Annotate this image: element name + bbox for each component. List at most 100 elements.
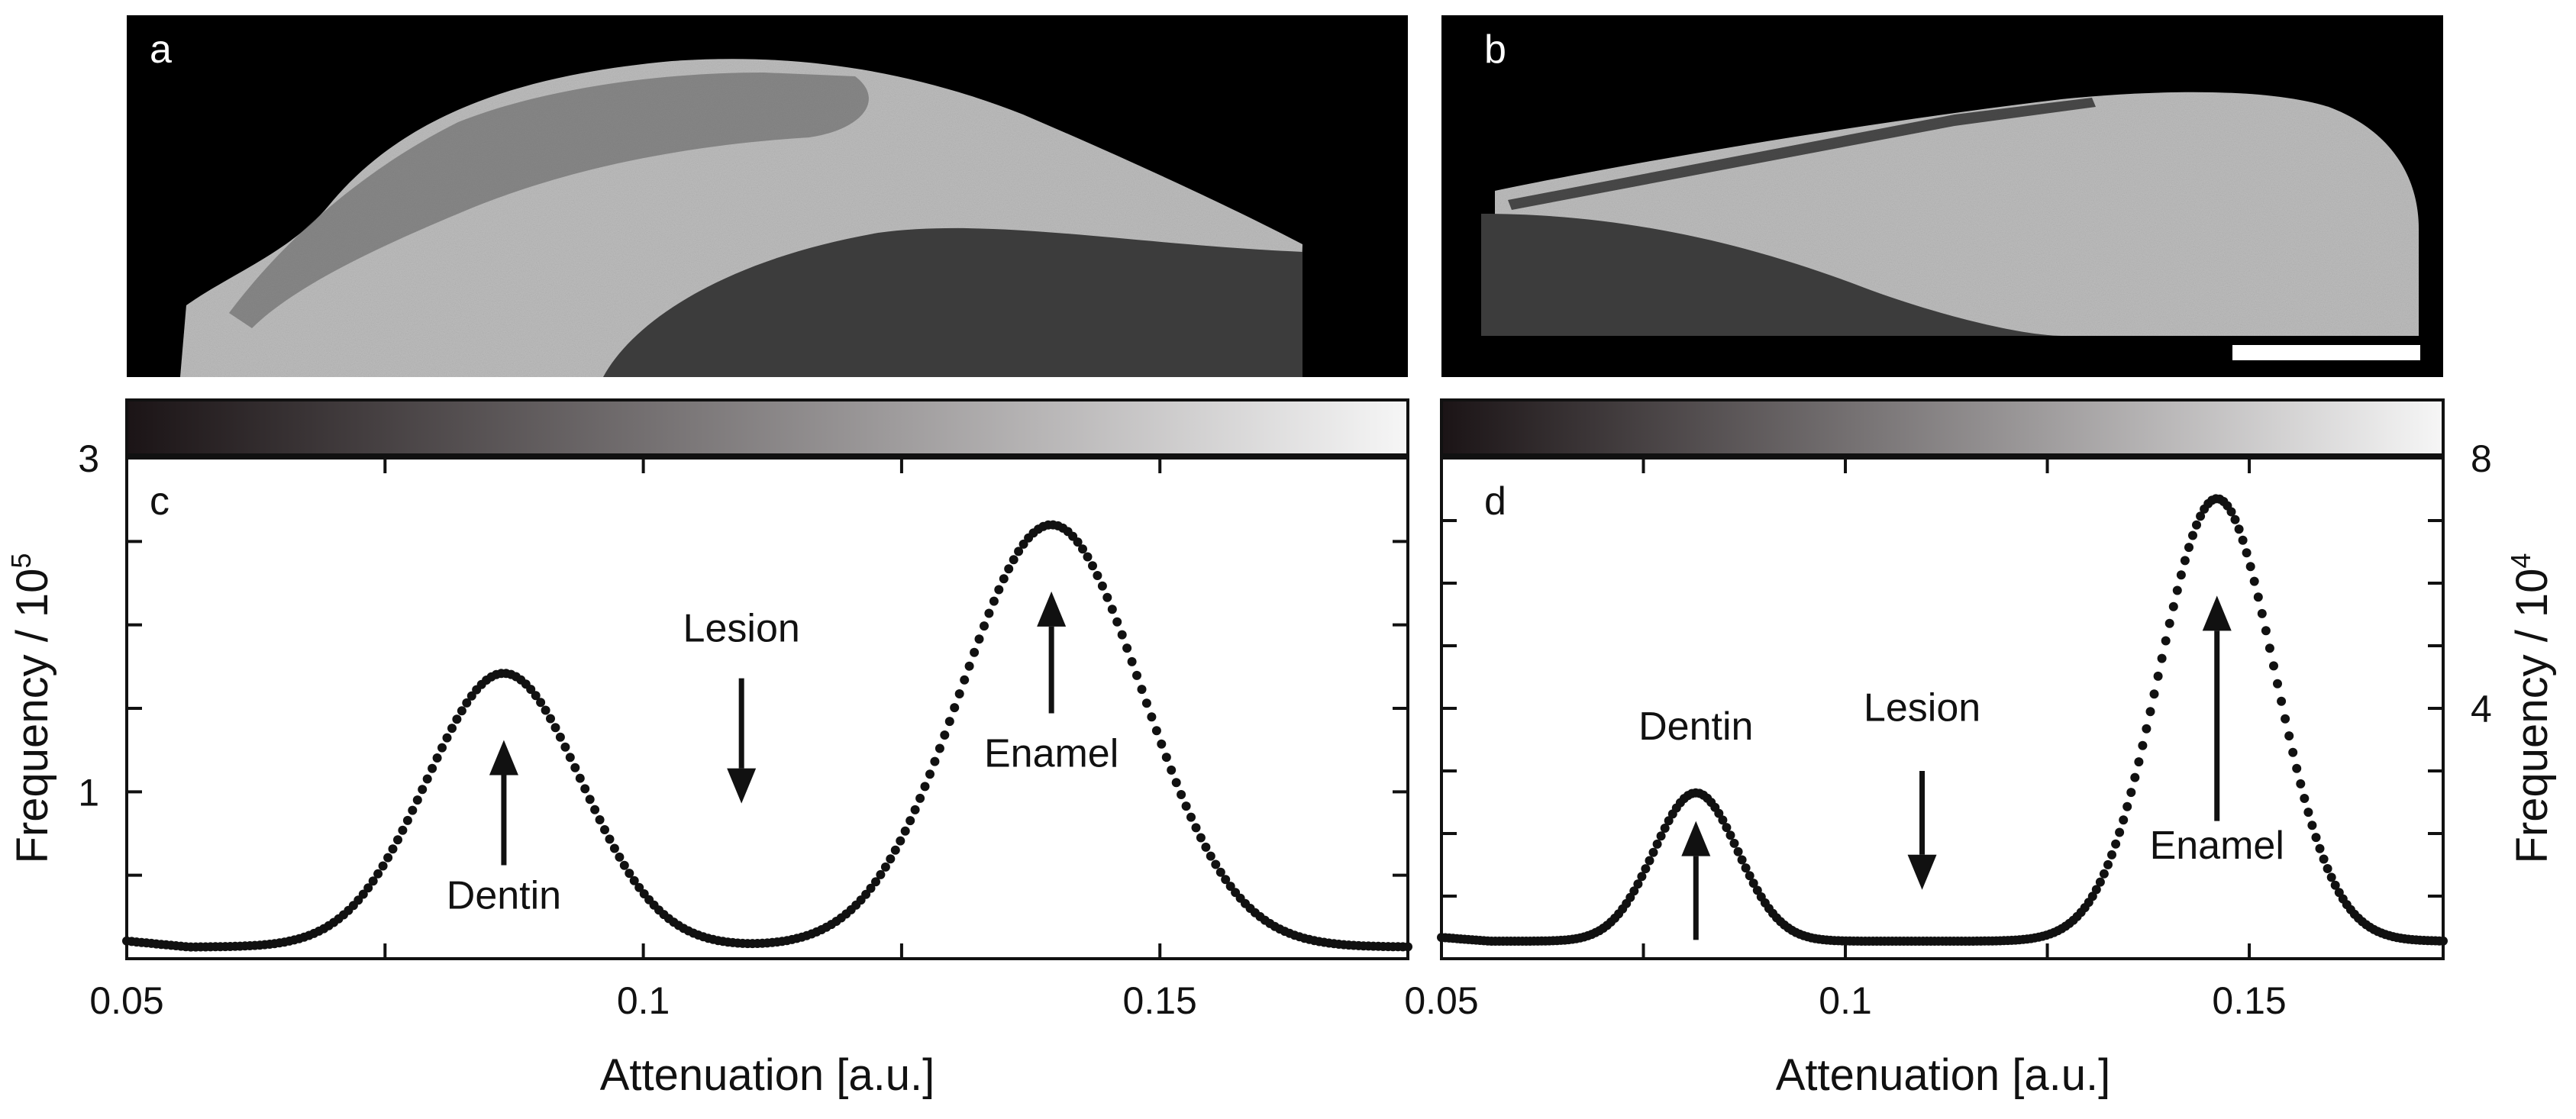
x-tick-label: 0.15 [2212,979,2286,1022]
annotation-label: Dentin [1638,705,1753,749]
data-point [861,889,871,899]
data-point [896,836,905,846]
data-point [2192,520,2201,530]
data-point [437,743,447,753]
chart-d-y-axis-label: Frequency / 104 [2505,553,2557,864]
data-point [1097,581,1107,591]
data-point [940,730,950,740]
data-point [1745,871,1754,881]
chart-c-x-tick-labels: 0.05 0.1 0.15 [89,979,1197,1022]
data-point [999,574,1009,584]
data-point [1107,605,1117,614]
y-tick-label: 4 [2471,688,2492,730]
panel-a-dentin-region [603,227,1303,377]
data-point [1733,847,1743,856]
chart-d-x-axis-label: Attenuation [a.u.] [1776,1050,2111,1100]
data-point [2330,880,2340,890]
data-point [2145,707,2155,717]
chart-d-ticks [1440,456,2443,960]
data-point [600,825,609,834]
data-point [2264,643,2274,653]
panel-c-label: c [150,479,169,524]
data-point [2261,626,2271,636]
x-tick-label: 0.05 [1404,979,1478,1022]
panel-b-scale-bar [2232,345,2420,360]
data-point [1652,839,1662,849]
data-point [871,877,880,887]
data-point [358,889,368,899]
chart-c-colorbar [125,398,1409,456]
data-point [880,862,890,872]
panel-b-label: b [1484,27,1506,72]
data-point [625,869,634,879]
data-point [1073,537,1083,547]
data-point [422,774,432,784]
data-point [2115,827,2125,837]
data-point [402,815,412,825]
data-point [1664,816,1674,826]
data-point [1151,726,1161,736]
data-point [550,723,560,733]
data-point [2142,724,2152,734]
annotation-arrow-head [1037,591,1067,627]
data-point [2269,661,2278,671]
data-point [1211,859,1221,869]
data-point [900,826,910,836]
annotation-label: Dentin [447,873,561,917]
data-point [452,714,462,724]
data-point [560,742,570,752]
data-point [1004,564,1014,574]
data-point [970,647,980,657]
data-point [2242,548,2252,558]
data-point [1161,753,1171,763]
data-point [378,861,388,871]
data-point [964,661,974,671]
data-point [2180,556,2190,566]
data-point [2273,679,2282,688]
panel-d-label: d [1484,479,1506,524]
data-point [1737,855,1747,865]
data-point [1122,643,1132,653]
data-point [2284,731,2294,741]
data-point [570,763,580,772]
data-point [1741,863,1751,873]
annotation-arrow-head [727,768,757,804]
x-tick-label: 0.15 [1123,979,1197,1022]
data-point [1714,808,1724,818]
data-point [890,845,900,855]
data-point [580,784,590,794]
chart-c-ticks [125,456,1408,960]
data-point [1147,712,1157,722]
data-point [2122,801,2132,811]
data-point [541,705,550,715]
data-point [1645,856,1654,866]
data-point [1171,778,1181,788]
data-point [457,706,466,716]
x-tick-label: 0.05 [89,979,163,1022]
data-point [944,717,954,727]
y-tick-label: 1 [78,771,99,814]
annotation-label: Enamel [2150,824,2284,868]
data-point [1191,823,1201,833]
data-point [2188,530,2197,540]
data-point [950,703,960,713]
data-point [2238,535,2248,545]
data-point [526,685,536,695]
data-point [2176,570,2186,580]
data-point [393,835,402,845]
data-point [418,785,428,795]
data-point [1403,942,1412,952]
data-point [373,869,383,879]
data-point [1196,833,1206,843]
data-point [1137,685,1147,695]
data-point [2196,511,2206,521]
data-point [2245,562,2255,572]
data-point [2311,833,2321,843]
chart-d-y-tick-labels: 48 [2471,437,2492,730]
data-point [2226,507,2236,517]
data-point [2234,524,2244,534]
data-point [428,763,437,773]
annotation-arrow-head [2202,595,2232,631]
chart-d-annotations: Dentin Lesion Enamel [1638,595,2284,940]
